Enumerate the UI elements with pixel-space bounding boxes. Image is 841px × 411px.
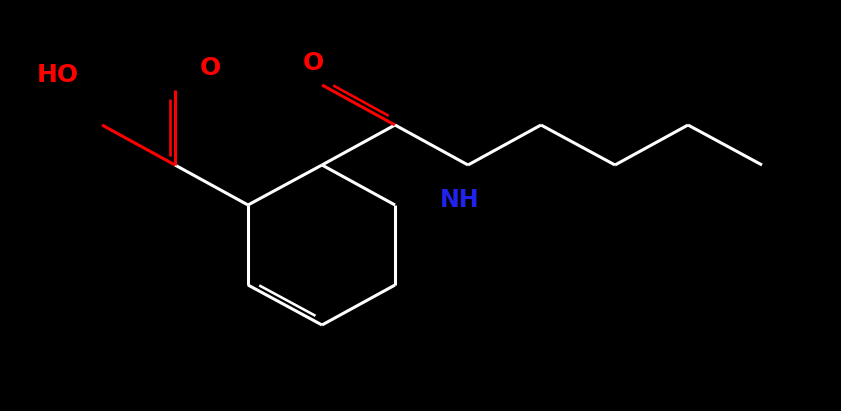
Text: HO: HO (37, 63, 79, 87)
Text: NH: NH (440, 188, 479, 212)
Text: O: O (199, 56, 220, 80)
Text: O: O (303, 51, 324, 75)
